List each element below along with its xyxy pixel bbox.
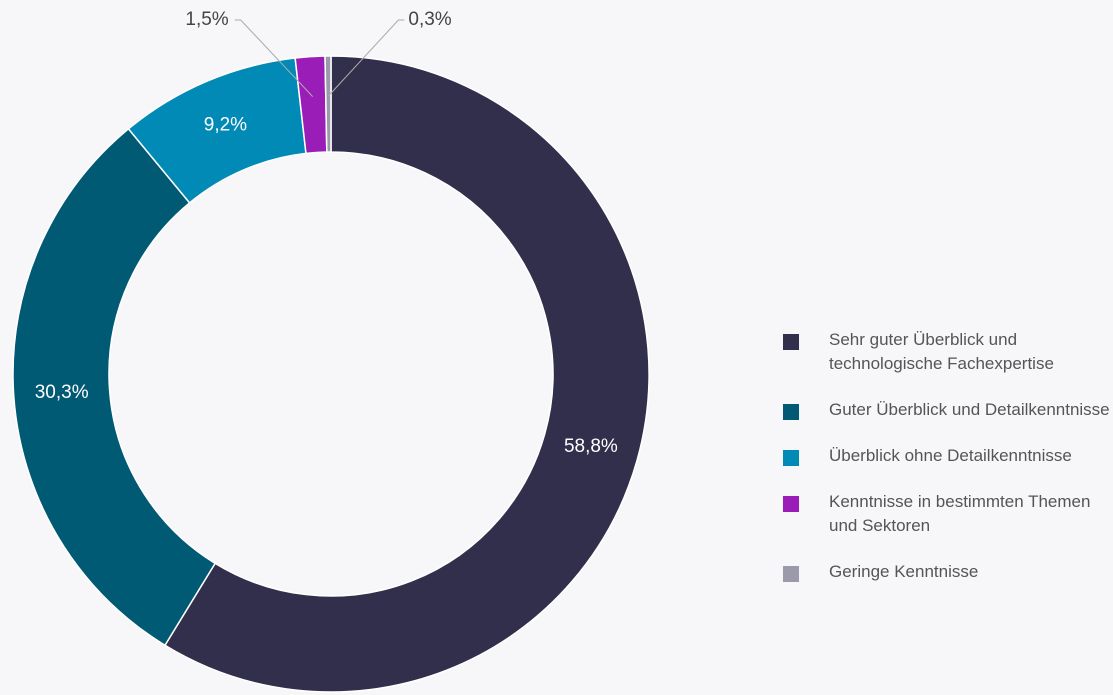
donut-slice bbox=[163, 55, 650, 693]
chart: 58,8% 30,3% 9,2% 1,5% 0,3% bbox=[12, 9, 650, 693]
legend: Sehr guter Überblick und technologische … bbox=[783, 328, 1113, 584]
legend-swatch bbox=[783, 496, 799, 512]
legend-label: Kenntnisse in bestimmten Themen und Sekt… bbox=[829, 492, 1091, 535]
legend-item: Guter Überblick und Detailkenntnisse bbox=[783, 398, 1113, 422]
donut-slice bbox=[324, 55, 332, 153]
data-label: 30,3% bbox=[35, 382, 89, 403]
legend-swatch bbox=[783, 334, 799, 350]
legend-label: Sehr guter Überblick und technologische … bbox=[829, 330, 1054, 373]
legend-item: Sehr guter Überblick und technologische … bbox=[783, 328, 1113, 376]
legend-item: Kenntnisse in bestimmten Themen und Sekt… bbox=[783, 490, 1113, 538]
legend-swatch bbox=[783, 404, 799, 420]
legend-label: Überblick ohne Detailkenntnisse bbox=[829, 446, 1072, 465]
legend-swatch bbox=[783, 566, 799, 582]
leader-line bbox=[234, 19, 314, 97]
legend-item: Überblick ohne Detailkenntnisse bbox=[783, 444, 1113, 468]
legend-swatch bbox=[783, 450, 799, 466]
legend-label: Guter Überblick und Detailkenntnisse bbox=[829, 400, 1110, 419]
legend-label: Geringe Kenntnisse bbox=[829, 562, 979, 581]
legend-item: Geringe Kenntnisse bbox=[783, 560, 1113, 584]
leader-line bbox=[328, 19, 405, 97]
data-label: 58,8% bbox=[564, 436, 618, 457]
data-label: 9,2% bbox=[204, 115, 247, 136]
donut-slice bbox=[12, 127, 217, 647]
data-label: 0,3% bbox=[408, 9, 451, 30]
data-label: 1,5% bbox=[185, 9, 228, 30]
